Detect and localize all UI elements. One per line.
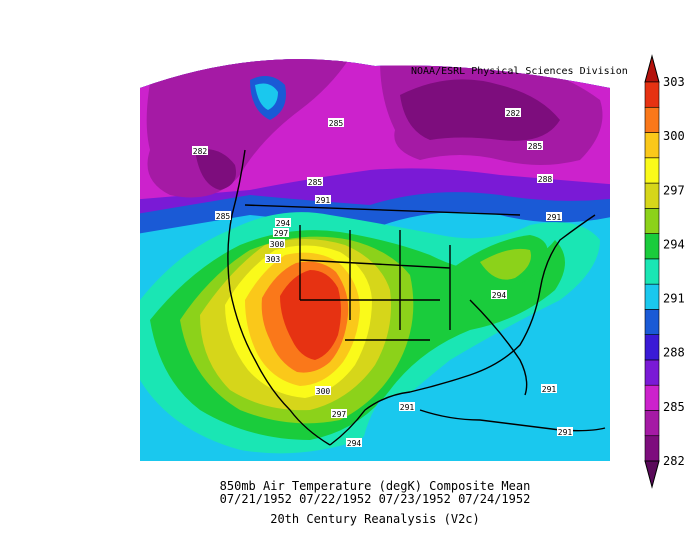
colorbar-tick-label: 285 — [663, 400, 685, 414]
svg-text:282: 282 — [193, 147, 208, 156]
colorbar: 303 300 297 294 291 288 285 282 — [644, 54, 685, 489]
colorbar-tick-label: 300 — [663, 129, 685, 143]
colorbar-segment — [644, 435, 660, 462]
colorbar-segment — [644, 283, 660, 310]
svg-text:303: 303 — [266, 255, 281, 264]
svg-text:285: 285 — [308, 178, 323, 187]
contour-label: 285 — [215, 211, 231, 221]
map-source: 20th Century Reanalysis (V2c) — [270, 512, 480, 526]
svg-text:291: 291 — [558, 428, 573, 437]
colorbar-segment — [644, 309, 660, 335]
colorbar-segment — [644, 132, 660, 159]
map-title: 850mb Air Temperature (degK) Composite M… — [219, 479, 531, 493]
map-dates: 07/21/1952 07/22/1952 07/23/1952 07/24/1… — [219, 492, 531, 506]
svg-text:291: 291 — [542, 385, 557, 394]
map-boundaries — [227, 149, 606, 446]
svg-text:294: 294 — [347, 439, 362, 448]
contour-label: 297 — [331, 409, 347, 419]
svg-text:300: 300 — [270, 240, 285, 249]
colorbar-tick-label: 303 — [663, 75, 685, 89]
colorbar-segment — [644, 410, 660, 437]
svg-text:300: 300 — [316, 387, 331, 396]
colorbar-segment — [644, 359, 660, 386]
contour-label: 285 — [328, 118, 344, 128]
colorbar-segment — [644, 157, 660, 184]
contour-label: 300 — [269, 239, 285, 249]
svg-text:291: 291 — [316, 196, 331, 205]
contour-label: 285 — [307, 177, 323, 187]
contour-label: 288 — [537, 174, 553, 184]
colorbar-segment — [644, 208, 660, 234]
contour-label: 291 — [399, 402, 415, 412]
colorbar-tick-label: 288 — [663, 346, 685, 360]
contour-label: 285 — [527, 141, 543, 151]
svg-text:294: 294 — [276, 219, 291, 228]
colorbar-bottom-arrow — [644, 460, 660, 489]
colorbar-tick-label: 294 — [663, 237, 685, 251]
contour-label: 300 — [315, 386, 331, 396]
contour-label: 291 — [557, 427, 573, 437]
colorbar-tick-label: 297 — [663, 183, 685, 197]
contour-label: 291 — [315, 195, 331, 205]
colorbar-segment — [644, 182, 660, 209]
colorbar-tick-label: 282 — [663, 454, 685, 468]
contour-label: 303 — [265, 254, 281, 264]
contour-label: 282 — [192, 146, 208, 156]
svg-text:282: 282 — [506, 109, 521, 118]
colorbar-segment — [644, 384, 660, 411]
contour-label: 294 — [491, 290, 507, 300]
colorbar-segment — [644, 106, 660, 133]
svg-text:297: 297 — [274, 229, 289, 238]
svg-text:294: 294 — [492, 291, 507, 300]
svg-text:285: 285 — [528, 142, 543, 151]
contour-label: 291 — [541, 384, 557, 394]
contour-label: 291 — [546, 212, 562, 222]
colorbar-segment — [644, 334, 660, 361]
map-panel — [140, 59, 610, 461]
colorbar-segment — [644, 233, 660, 260]
svg-text:288: 288 — [538, 175, 553, 184]
svg-text:285: 285 — [329, 119, 344, 128]
colorbar-top-arrow — [644, 54, 660, 83]
svg-text:285: 285 — [216, 212, 231, 221]
svg-text:297: 297 — [332, 410, 347, 419]
contour-label: 294 — [346, 438, 362, 448]
svg-text:291: 291 — [547, 213, 562, 222]
colorbar-segment — [644, 258, 660, 285]
credit-text: NOAA/ESRL Physical Sciences Division — [411, 66, 628, 77]
colorbar-tick-label: 291 — [663, 292, 685, 306]
contour-label: 297 — [273, 228, 289, 238]
colorbar-segment — [644, 81, 660, 108]
contour-label: 294 — [275, 218, 291, 228]
svg-text:291: 291 — [400, 403, 415, 412]
contour-label: 282 — [505, 108, 521, 118]
